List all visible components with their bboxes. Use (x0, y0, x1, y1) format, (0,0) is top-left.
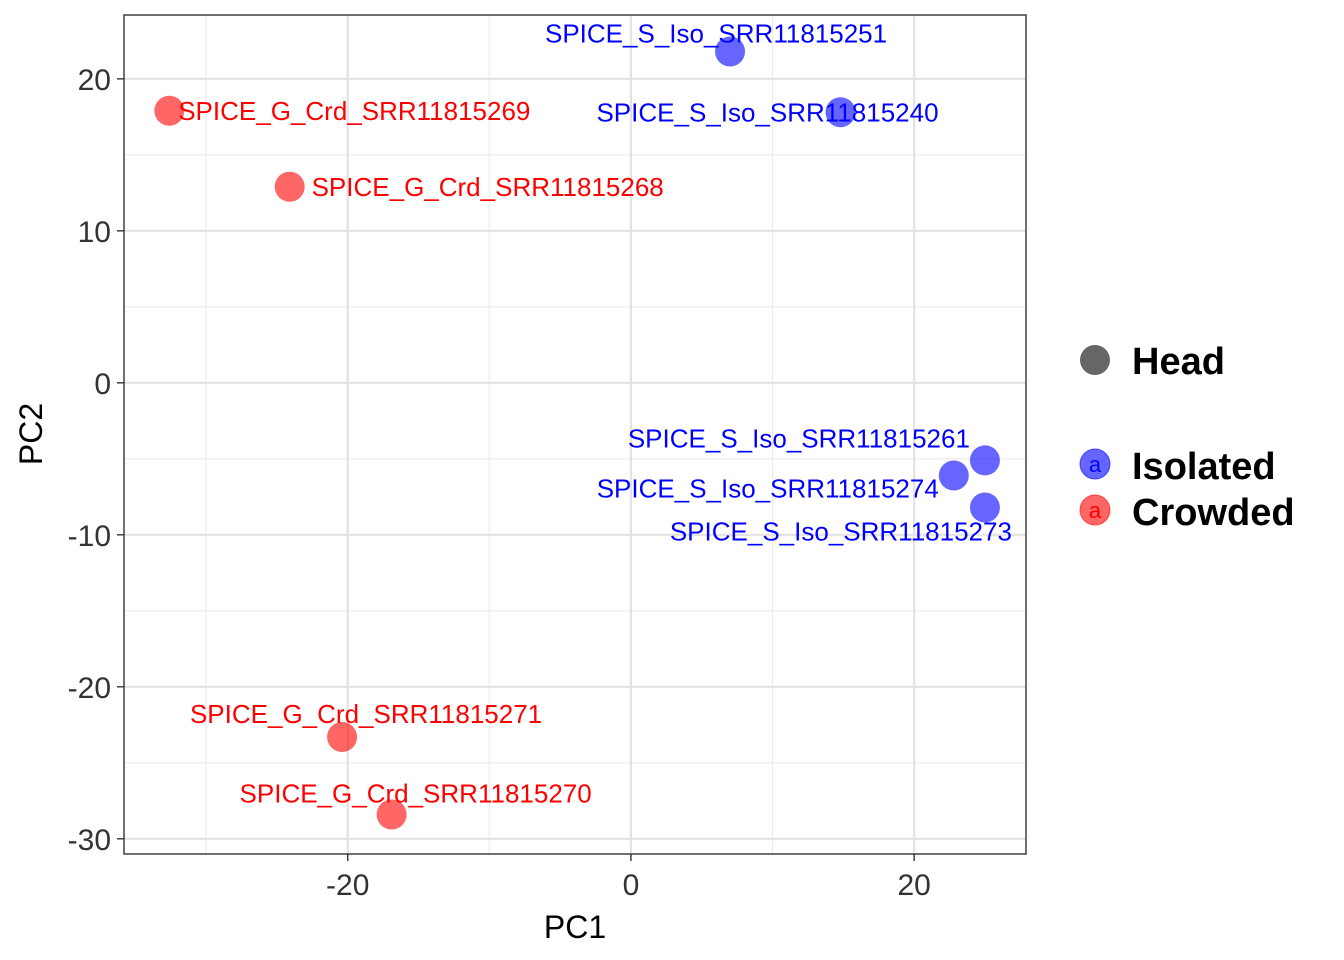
data-point-label: SPICE_S_Iso_SRR11815273 (670, 516, 1012, 546)
x-axis-tick-label: -20 (326, 869, 369, 902)
data-point (327, 721, 358, 752)
x-axis-title: PC1 (544, 909, 606, 945)
x-axis-tick-label: 20 (897, 869, 930, 902)
y-axis-tick-label: -20 (68, 672, 111, 705)
panel-border (123, 14, 1027, 855)
data-point (825, 97, 856, 128)
grid-lines (124, 15, 1026, 854)
data-point-label: SPICE_G_Crd_SRR11815269 (178, 96, 530, 126)
data-point (969, 492, 1000, 523)
point-labels: SPICE_S_Iso_SRR11815251 SPICE_S_Iso_SRR11… (178, 18, 1012, 808)
x-axis-tick-label: 0 (623, 869, 640, 902)
axes: -20 0 20 20 10 0 -10 -20 -30 (68, 64, 931, 902)
data-point-label: SPICE_G_Crd_SRR11815270 (240, 778, 592, 808)
legend: Head a Isolated a Crowded (1079, 341, 1295, 534)
legend-isolated-label: Isolated (1132, 446, 1276, 488)
legend-head-key-icon (1080, 345, 1110, 375)
data-point (938, 460, 969, 491)
y-axis-tick-label: -30 (68, 824, 111, 857)
data-point-label: SPICE_G_Crd_SRR11815271 (190, 699, 542, 729)
data-point-label: SPICE_G_Crd_SRR11815268 (312, 172, 664, 202)
data-point (969, 445, 1000, 476)
legend-isolated-key-icon (1079, 448, 1111, 480)
data-point-label: SPICE_S_Iso_SRR11815240 (596, 97, 938, 127)
data-point-label: SPICE_S_Iso_SRR11815261 (628, 423, 970, 453)
data-point (715, 36, 746, 67)
legend-crowded-key-icon (1079, 494, 1111, 526)
data-point (154, 95, 185, 126)
legend-head-label: Head (1132, 341, 1225, 383)
y-axis-tick-label: 20 (78, 64, 111, 97)
data-point (274, 171, 305, 202)
legend-isolated-key-glyph: a (1089, 452, 1102, 477)
y-axis-tick-label: 10 (78, 216, 111, 249)
data-point-label: SPICE_S_Iso_SRR11815251 (545, 18, 887, 48)
legend-crowded-key-glyph: a (1089, 498, 1102, 523)
data-point-label: SPICE_S_Iso_SRR11815274 (597, 474, 939, 504)
data-points (154, 36, 1000, 830)
legend-crowded-label: Crowded (1132, 492, 1295, 534)
data-point (376, 799, 407, 830)
y-axis-title: PC2 (13, 403, 49, 465)
y-axis-tick-label: 0 (94, 368, 111, 401)
y-axis-tick-label: -10 (68, 520, 111, 553)
